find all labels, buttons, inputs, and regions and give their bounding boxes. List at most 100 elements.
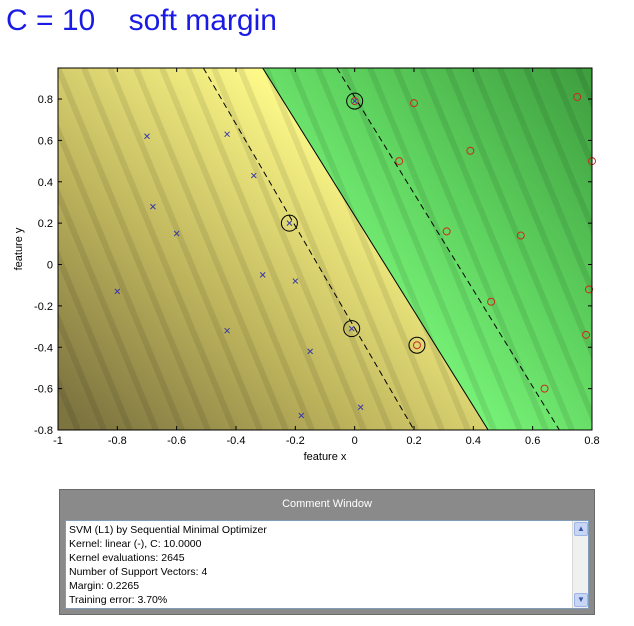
contour-bands (58, 68, 634, 430)
data-point-o (466, 146, 475, 155)
chevron-down-icon[interactable]: ▼ (574, 593, 588, 607)
class-region-positive (262, 68, 592, 430)
data-point-x (173, 230, 180, 237)
x-tick-label: 0.6 (525, 435, 540, 447)
support-vector-ring (346, 92, 364, 110)
y-tick-label: -0.2 (34, 301, 53, 313)
y-tick-label: 0 (47, 260, 53, 272)
data-point-o (573, 92, 582, 101)
data-point-o (410, 99, 418, 108)
data-point-x (114, 288, 121, 295)
plot-frame (57, 67, 593, 431)
data-point-x (150, 203, 156, 210)
overlay (114, 92, 596, 419)
data-point-x (357, 404, 364, 411)
x-tick-label: -1 (53, 435, 63, 447)
contour-band (315, 68, 471, 430)
data-point-x (348, 325, 355, 332)
plot-area (58, 68, 634, 430)
data-point-o (350, 97, 359, 106)
x-tick-label: 0 (352, 435, 358, 447)
comment-text-box[interactable]: SVM (L1) by Sequential Minimal Optimizer… (65, 520, 589, 609)
contour-band (58, 185, 159, 430)
x-tick-label: -0.4 (227, 435, 246, 447)
data-point-x (224, 131, 230, 138)
data-point-o (412, 341, 421, 350)
svm-decision-plot: -1 -0.8 -0.6 -0.4 -0.2 0 0.2 0.4 0.6 0.8-0.8-0.6-… (13, 67, 634, 463)
comment-line: Training error: 3.70% (69, 594, 168, 606)
contour-band (185, 68, 341, 430)
x-stroke (150, 203, 156, 210)
data-point-x (307, 348, 314, 355)
contour-band (263, 68, 419, 430)
y-axis-title: feature y (13, 227, 25, 270)
data-point-x (259, 272, 266, 278)
contour-band (393, 68, 549, 430)
class-region-negative (58, 68, 489, 430)
contour-band (471, 68, 592, 361)
contour-band (445, 68, 592, 424)
contour-band (419, 68, 575, 430)
comment-line: Margin: 0.2265 (69, 580, 140, 592)
data-point-o (442, 227, 451, 236)
data-point-o (516, 231, 525, 240)
x-tick-label: -0.2 (286, 435, 305, 447)
x-stroke (114, 288, 121, 295)
x-stroke (292, 278, 299, 284)
y-tick-label: 0.6 (38, 135, 53, 147)
data-point-o (487, 297, 496, 306)
support-vector-ring (408, 336, 426, 354)
comment-line: Number of Support Vectors: 4 (69, 566, 208, 578)
data-point-x (224, 327, 230, 334)
data-point-o (395, 157, 404, 166)
x-stroke (298, 412, 305, 419)
comment-line: SVM (L1) by Sequential Minimal Optimizer (69, 524, 267, 536)
contour-band (497, 68, 592, 298)
x-stroke (259, 272, 266, 278)
decision-boundary (262, 68, 489, 430)
y-tick-label: 0.2 (38, 218, 53, 230)
contour-band (133, 68, 289, 430)
y-tick-label: 0.4 (38, 177, 53, 189)
contour-band (289, 68, 445, 430)
data-point-x (351, 98, 358, 104)
contour-band (549, 68, 592, 173)
support-vector-ring (280, 214, 298, 232)
x-tick-label: 0.2 (406, 435, 421, 447)
x-stroke (224, 131, 230, 138)
contour-band (523, 68, 592, 236)
data-point-o (582, 330, 591, 339)
contour-band (367, 68, 523, 430)
data-point-x (144, 133, 150, 140)
contour-band (58, 68, 211, 430)
contour-band (159, 68, 315, 430)
data-point-x (292, 278, 299, 284)
x-stroke (173, 230, 180, 237)
contour-band (81, 68, 237, 430)
x-tick-label: 0.8 (584, 435, 599, 447)
comment-lines: SVM (L1) by Sequential Minimal Optimizer… (66, 521, 588, 607)
comment-line: Kernel: linear (-), C: 10.0000 (69, 538, 202, 550)
x-stroke (307, 348, 314, 355)
support-vector-ring (343, 320, 361, 338)
y-tick-label: -0.6 (34, 384, 53, 396)
data-point-x (250, 172, 257, 179)
contour-band (58, 122, 185, 430)
contour-band (604, 68, 634, 430)
x-stroke (286, 220, 293, 226)
y-tick-label: -0.8 (34, 425, 53, 437)
comment-window: Comment Window SVM (L1) by Sequential Mi… (59, 489, 595, 615)
data-point-x (286, 220, 293, 226)
margin-line (336, 68, 560, 430)
contour-band (341, 68, 497, 430)
data-point-x (298, 412, 305, 419)
comment-scrollbar[interactable]: ▲ ▼ (572, 521, 588, 608)
data-point-o (540, 384, 549, 393)
chevron-up-icon[interactable]: ▲ (574, 522, 588, 536)
y-tick-label: -0.4 (34, 342, 53, 354)
contour-band (58, 248, 133, 430)
x-stroke (348, 325, 355, 332)
x-stroke (250, 172, 257, 179)
axes: -1 -0.8 -0.6 -0.4 -0.2 0 0.2 0.4 0.6 0.8-0.8-0.6-… (13, 67, 600, 463)
x-stroke (351, 98, 358, 104)
